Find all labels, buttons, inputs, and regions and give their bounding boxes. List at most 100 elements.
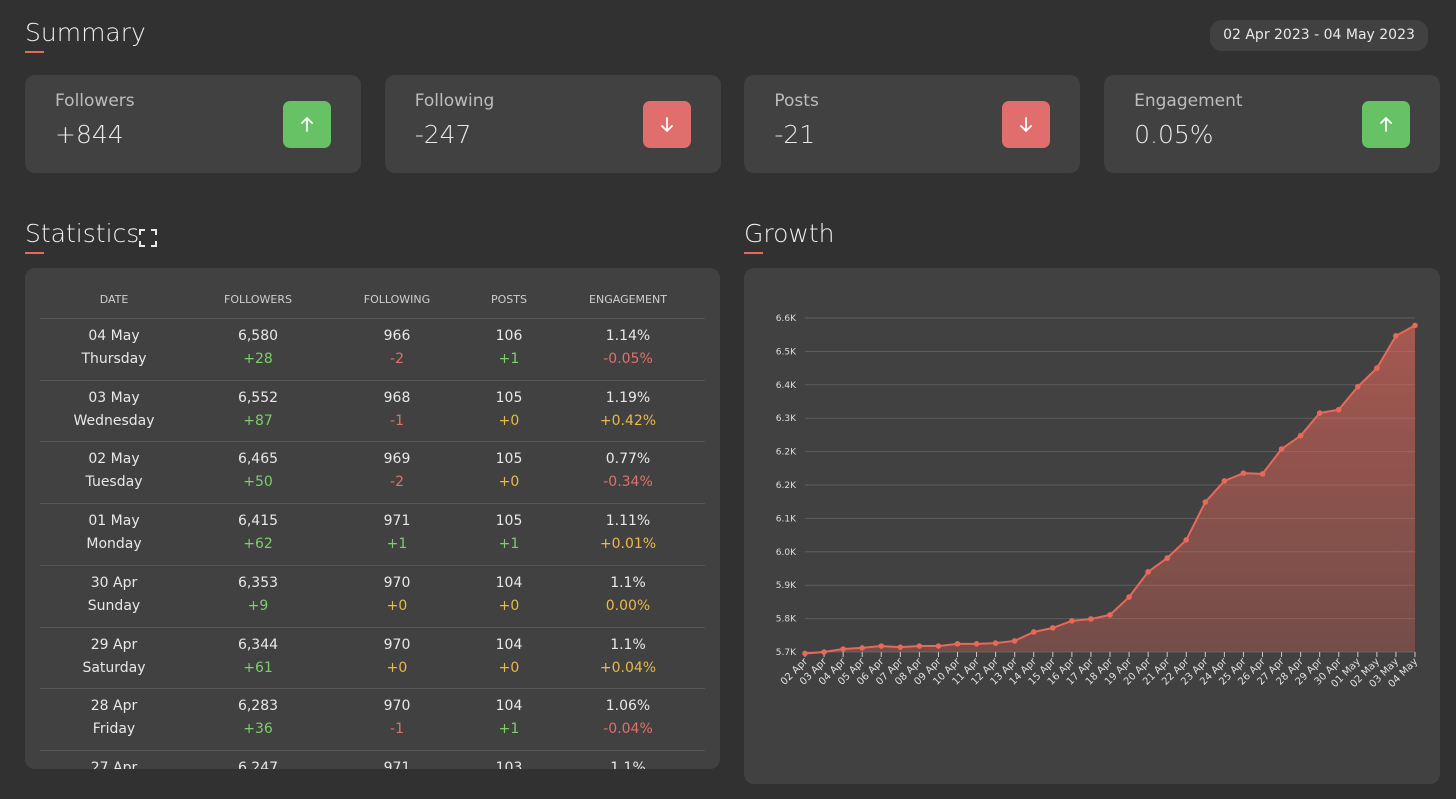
cell-main: 01 May — [88, 513, 140, 530]
cell-main: 27 Apr — [90, 759, 138, 769]
point — [1335, 406, 1342, 413]
cell-main: 6,353 — [237, 574, 279, 591]
cell-sub: Wednesday — [73, 412, 155, 429]
cell-main: 1.06% — [605, 698, 651, 715]
cell-main: 1.1% — [610, 636, 646, 653]
cell-main: 105 — [495, 389, 523, 406]
card-label: Posts — [774, 91, 819, 111]
growth-title: Growth — [744, 219, 835, 254]
point — [1069, 618, 1075, 624]
card-label: Engagement — [1134, 91, 1243, 111]
point — [973, 641, 980, 647]
point — [1240, 470, 1247, 476]
summary-card: Following -247 — [384, 75, 721, 173]
cell-sub: +1 — [498, 351, 520, 367]
cell-main: 104 — [495, 698, 523, 715]
cell-sub: -1 — [390, 412, 404, 429]
y-tick-label: 6.0K — [776, 548, 797, 558]
column-header: POSTS — [491, 293, 527, 306]
cell-main: 02 May — [88, 451, 140, 468]
cell-sub: +0.42% — [599, 412, 657, 429]
point — [1011, 638, 1018, 644]
point — [1126, 594, 1132, 600]
point — [859, 645, 865, 651]
card-value: 0.05% — [1134, 120, 1214, 149]
point — [1412, 322, 1418, 329]
cell-main: 30 Apr — [90, 574, 138, 591]
cell-main: 6,415 — [237, 513, 279, 530]
cell-sub: +1 — [498, 721, 520, 738]
row-divider — [40, 564, 705, 566]
cell-main: 28 Apr — [90, 698, 138, 715]
cell-main: 6,465 — [237, 451, 279, 468]
cell-sub: +0 — [498, 412, 520, 429]
row-divider — [40, 503, 705, 505]
point — [1050, 625, 1056, 631]
point — [992, 640, 999, 646]
arrow-icon — [660, 117, 673, 132]
cell-sub: +87 — [243, 412, 273, 429]
cell-main: 0.77% — [605, 451, 651, 468]
card-label: Followers — [55, 91, 135, 111]
trend-button[interactable] — [1362, 101, 1411, 148]
expand-icon[interactable] — [139, 229, 157, 247]
cell-sub: -2 — [390, 351, 404, 367]
trend-button[interactable] — [1002, 101, 1051, 148]
trend-button[interactable] — [642, 101, 691, 148]
cell-sub: +1 — [498, 536, 520, 553]
cell-sub: Thursday — [81, 351, 147, 367]
cell-main: 104 — [495, 574, 523, 591]
cell-main: 6,580 — [237, 328, 279, 344]
cell-main: 105 — [495, 451, 523, 468]
card-value: +844 — [55, 120, 124, 149]
header-divider — [40, 318, 705, 319]
y-tick-label: 5.7K — [776, 648, 797, 658]
point — [1145, 569, 1151, 575]
cell-main: 1.11% — [605, 513, 651, 530]
date-range[interactable]: 02 Apr 2023 - 04 May 2023 — [1210, 20, 1428, 51]
cell-main: 1.1% — [610, 574, 646, 591]
arrow-icon — [1020, 117, 1033, 132]
cell-main: 971 — [383, 513, 411, 530]
cell-main: 969 — [383, 451, 411, 468]
cell-main: 970 — [383, 574, 411, 591]
point — [1221, 478, 1228, 484]
y-tick-label: 6.2K — [776, 481, 797, 491]
trend-button[interactable] — [283, 101, 331, 148]
cell-sub: Sunday — [87, 597, 141, 614]
row-divider — [40, 688, 705, 690]
row-divider — [40, 626, 705, 628]
cell-sub: Monday — [86, 536, 142, 553]
cell-sub: +28 — [243, 351, 273, 367]
point — [1030, 629, 1037, 635]
cell-main: 103 — [495, 759, 523, 769]
cell-main: 04 May — [88, 328, 140, 344]
cell-main: 6,247 — [237, 759, 279, 769]
cell-main: 29 Apr — [90, 636, 138, 653]
cell-sub: +61 — [243, 659, 273, 676]
point — [1355, 383, 1361, 390]
arrow-icon — [301, 117, 313, 132]
cell-main: 971 — [383, 759, 411, 769]
y-tick-label: 5.9K — [776, 581, 797, 591]
y-tick-label: 6.6K — [776, 314, 797, 324]
cell-sub: -2 — [390, 474, 404, 491]
summary-card: Followers +844 — [25, 75, 361, 173]
arrow-icon — [1380, 117, 1392, 132]
row-divider — [40, 441, 705, 443]
cell-main: 104 — [495, 636, 523, 653]
cell-sub: +0 — [498, 597, 520, 614]
point — [1259, 471, 1266, 477]
cell-sub: Tuesday — [85, 474, 143, 491]
point — [840, 646, 846, 652]
cell-sub: +0 — [498, 474, 520, 491]
cell-sub: +0 — [498, 659, 520, 676]
cell-sub: -0.34% — [603, 474, 653, 491]
cell-sub: +0.01% — [599, 536, 657, 553]
y-tick-label: 6.2K — [776, 448, 797, 458]
point — [1107, 612, 1113, 618]
row-divider — [40, 749, 705, 751]
cell-main: 970 — [383, 636, 411, 653]
cell-sub: -0.04% — [603, 721, 653, 738]
